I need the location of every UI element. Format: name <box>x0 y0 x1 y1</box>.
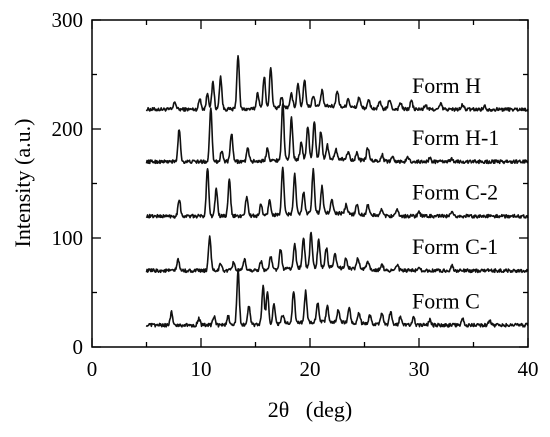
series-label: Form C-2 <box>412 180 498 205</box>
series-label: Form H-1 <box>412 125 499 150</box>
x-tick-label: 20 <box>300 357 321 381</box>
pattern-line-form-c <box>145 268 529 328</box>
x-tick-label: 10 <box>191 357 212 381</box>
series-label: Form C <box>412 289 480 314</box>
axis-ticks <box>91 19 529 348</box>
x-axis-title: 2θ (deg) <box>268 397 352 422</box>
x-tick-label: 0 <box>87 357 98 381</box>
series-label: Form H <box>412 73 481 98</box>
pattern-line-form-h <box>145 54 529 112</box>
series-label: Form C-1 <box>412 234 498 259</box>
pattern-line-form-c-2 <box>145 166 529 219</box>
y-tick-label: 0 <box>73 335 84 359</box>
series-labels: Form H Form H-1 Form C-2 Form C-1 Form C <box>412 73 499 314</box>
pattern-line-form-h-1 <box>145 103 529 165</box>
x-tick-label: 40 <box>518 357 539 381</box>
tick-labels: 0 10 20 30 40 0 100 200 300 <box>52 8 539 381</box>
y-axis-title: Intensity (a.u.) <box>10 119 35 248</box>
pattern-line-form-c-1 <box>145 231 529 274</box>
y-tick-label: 200 <box>52 117 84 141</box>
x-tick-label: 30 <box>409 357 430 381</box>
y-tick-label: 100 <box>52 226 84 250</box>
pattern-series-group <box>145 54 529 328</box>
y-tick-label: 300 <box>52 8 84 32</box>
